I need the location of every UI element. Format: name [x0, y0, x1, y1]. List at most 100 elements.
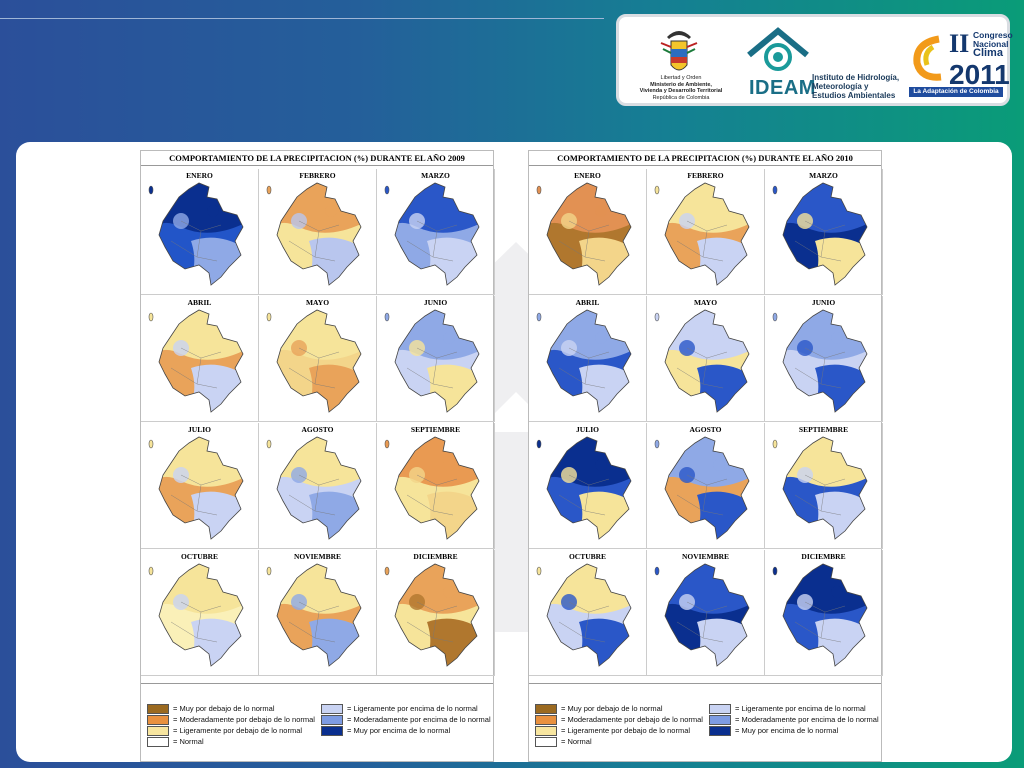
content-panel: COMPORTAMIENTO DE LA PRECIPITACION (%) D…	[16, 142, 1012, 762]
san-andres-islands-icon	[148, 312, 154, 322]
legend-swatch	[535, 726, 557, 736]
legend-label: = Muy por debajo de lo normal	[173, 704, 275, 713]
colombia-map	[664, 182, 750, 286]
ideam-subtitle-line: Estudios Ambientales	[812, 91, 896, 100]
legend-label: = Ligeramente por debajo de lo normal	[561, 726, 691, 735]
san-andres-islands-icon	[148, 439, 154, 449]
colombia-map	[276, 309, 362, 413]
legend-label: = Muy por encima de lo normal	[347, 726, 451, 735]
month-map-cell: SEPTIEMBRE	[765, 423, 883, 549]
colombia-map	[158, 563, 244, 667]
legend-swatch	[321, 726, 343, 736]
month-label: ENERO	[574, 171, 601, 180]
san-andres-islands-icon	[148, 566, 154, 576]
san-andres-islands-icon	[654, 439, 660, 449]
crest-line: Libertad y Orden	[660, 75, 702, 81]
colombia-map	[546, 436, 632, 540]
month-map-cell: AGOSTO	[259, 423, 377, 549]
colombia-map	[394, 309, 480, 413]
congreso-clima-logo: II Congreso Nacional Clima 2011 La Adapt…	[909, 29, 1013, 99]
san-andres-islands-icon	[654, 566, 660, 576]
month-map-cell: FEBRERO	[259, 169, 377, 295]
crest-line: República de Colombia	[652, 94, 710, 101]
colombia-map	[394, 563, 480, 667]
san-andres-islands-icon	[148, 185, 154, 195]
month-label: SEPTIEMBRE	[410, 425, 461, 434]
figure-2009: COMPORTAMIENTO DE LA PRECIPITACION (%) D…	[140, 150, 495, 762]
logo-banner: Libertad y Orden Ministerio de Ambiente,…	[616, 14, 1013, 106]
month-label: SEPTIEMBRE	[798, 425, 849, 434]
legend-swatch	[709, 726, 731, 736]
month-map-cell: ENERO	[141, 169, 259, 295]
month-map-cell: ABRIL	[141, 296, 259, 422]
crest-line: Ministerio de Ambiente,	[650, 81, 712, 88]
colombia-crest-icon	[660, 31, 698, 71]
month-label: ENERO	[186, 171, 213, 180]
month-map-cell: DICIEMBRE	[377, 550, 495, 676]
month-label: AGOSTO	[689, 425, 722, 434]
month-label: JUNIO	[811, 298, 836, 307]
figure-title: COMPORTAMIENTO DE LA PRECIPITACION (%) D…	[529, 151, 881, 166]
legend-swatch	[535, 704, 557, 714]
legend-label: = Normal	[173, 737, 204, 746]
month-map-cell: NOVIEMBRE	[259, 550, 377, 676]
legend-swatch	[321, 715, 343, 725]
san-andres-islands-icon	[772, 566, 778, 576]
month-label: AGOSTO	[301, 425, 334, 434]
month-map-cell: OCTUBRE	[529, 550, 647, 676]
legend-label: = Moderadamente por debajo de lo normal	[173, 715, 315, 724]
month-label: MARZO	[421, 171, 450, 180]
congreso-roman: II	[949, 29, 970, 58]
legend-swatch	[709, 704, 731, 714]
legend-swatch	[147, 715, 169, 725]
ideam-logo-icon	[747, 27, 809, 71]
san-andres-islands-icon	[384, 566, 390, 576]
month-map-cell: JUNIO	[765, 296, 883, 422]
month-label: JULIO	[188, 425, 211, 434]
month-label: ABRIL	[187, 298, 212, 307]
colombia-map	[782, 182, 868, 286]
ideam-subtitle: Instituto de Hidrología, Meteorología y …	[812, 73, 899, 100]
month-map-cell: OCTUBRE	[141, 550, 259, 676]
san-andres-islands-icon	[266, 185, 272, 195]
climate-swirl-icon	[913, 35, 942, 81]
figure-2010: COMPORTAMIENTO DE LA PRECIPITACION (%) D…	[528, 150, 883, 762]
legend-swatch	[147, 726, 169, 736]
legend-swatch	[709, 715, 731, 725]
month-label: FEBRERO	[299, 171, 336, 180]
legend-label: = Moderadamente por debajo de lo normal	[561, 715, 703, 724]
colombia-map	[664, 436, 750, 540]
colombia-map	[158, 309, 244, 413]
congreso-year: 2011	[949, 59, 1010, 90]
legend: = Muy por debajo de lo normal = Moderadam…	[529, 683, 881, 762]
san-andres-islands-icon	[536, 566, 542, 576]
legend-swatch	[535, 737, 557, 747]
colombia-map	[394, 436, 480, 540]
congreso-banner: La Adaptación de Colombia	[909, 87, 1003, 97]
month-map-cell: MAYO	[259, 296, 377, 422]
legend-label: = Normal	[561, 737, 592, 746]
legend-swatch	[147, 704, 169, 714]
legend-swatch	[321, 704, 343, 714]
san-andres-islands-icon	[772, 185, 778, 195]
colombia-map	[158, 182, 244, 286]
congreso-line3: Clima	[973, 47, 1003, 59]
figure-title: COMPORTAMIENTO DE LA PRECIPITACION (%) D…	[141, 151, 493, 166]
month-label: JUNIO	[423, 298, 448, 307]
san-andres-islands-icon	[536, 439, 542, 449]
san-andres-islands-icon	[654, 312, 660, 322]
month-label: JULIO	[576, 425, 599, 434]
month-map-cell: FEBRERO	[647, 169, 765, 295]
month-label: NOVIEMBRE	[293, 552, 342, 561]
legend-swatch	[147, 737, 169, 747]
colombia-map	[664, 309, 750, 413]
colombia-map	[276, 182, 362, 286]
month-label: OCTUBRE	[568, 552, 607, 561]
month-map-cell: ABRIL	[529, 296, 647, 422]
month-label: FEBRERO	[687, 171, 724, 180]
san-andres-islands-icon	[772, 439, 778, 449]
month-map-cell: JULIO	[529, 423, 647, 549]
colombia-map	[546, 309, 632, 413]
month-label: DICIEMBRE	[801, 552, 846, 561]
legend-label: = Muy por debajo de lo normal	[561, 704, 663, 713]
